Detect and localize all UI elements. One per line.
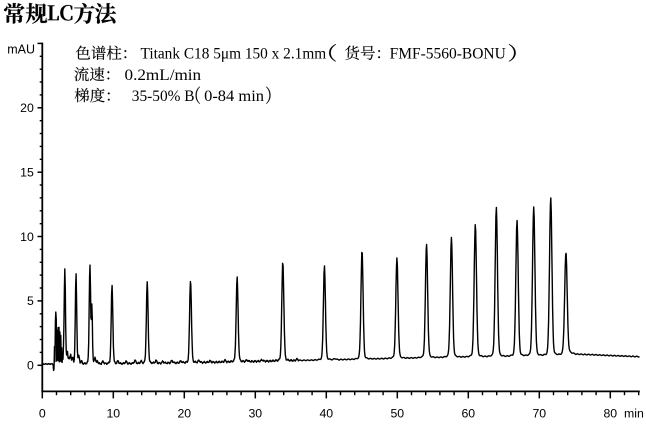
svg-text:0: 0 [27,359,34,373]
svg-text:0.2mL/min: 0.2mL/min [125,67,202,84]
svg-text:20: 20 [20,101,34,115]
svg-text:50: 50 [390,407,404,421]
svg-text:min: min [624,407,644,421]
svg-text:30: 30 [248,407,262,421]
svg-text:60: 60 [461,407,475,421]
svg-text:40: 40 [319,407,333,421]
svg-text:15: 15 [20,166,34,180]
svg-text:35-50% B: 35-50% B [132,88,195,105]
svg-text:mAU: mAU [7,43,35,57]
svg-text:FMF-5560-BONU: FMF-5560-BONU [390,46,507,63]
svg-text:10: 10 [20,230,34,244]
svg-text:Titank C18 5μm 150 x 2.1mm: Titank C18 5μm 150 x 2.1mm [141,46,327,63]
svg-text:70: 70 [532,407,546,421]
svg-text:5: 5 [27,294,34,308]
svg-text:20: 20 [177,407,191,421]
svg-text:10: 10 [106,407,120,421]
svg-text:0: 0 [39,407,46,421]
svg-text:80: 80 [603,407,617,421]
svg-text:0-84 min: 0-84 min [204,88,264,105]
